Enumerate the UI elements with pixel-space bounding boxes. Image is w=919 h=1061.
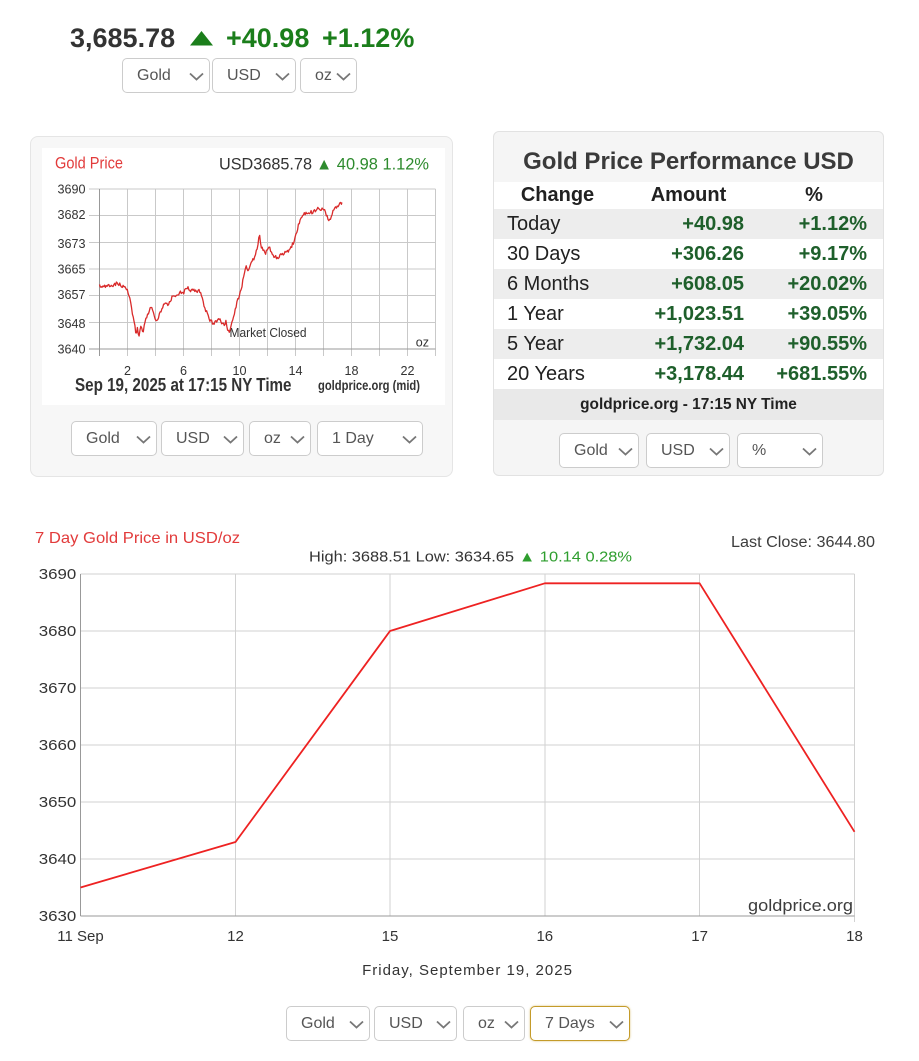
svg-text:3682: 3682: [57, 208, 85, 222]
svg-text:15: 15: [382, 928, 399, 945]
svg-text:3630: 3630: [39, 908, 77, 925]
svg-text:Gold Price: Gold Price: [55, 154, 123, 173]
svg-text:18: 18: [344, 364, 358, 378]
svg-text:3650: 3650: [39, 794, 77, 811]
svg-text:3640: 3640: [39, 851, 77, 868]
svg-text:14: 14: [288, 364, 302, 378]
svg-text:2: 2: [124, 364, 131, 378]
svg-text:High: 3688.51 Low: 3634.65: High: 3688.51 Low: 3634.65: [309, 549, 514, 566]
svg-text:3690: 3690: [57, 183, 85, 197]
svg-text:22: 22: [400, 364, 414, 378]
svg-text:Last Close: 3644.80: Last Close: 3644.80: [731, 534, 875, 551]
svg-text:goldprice.org: goldprice.org: [748, 896, 853, 915]
svg-text:3665: 3665: [57, 263, 85, 277]
svg-text:18: 18: [846, 928, 863, 945]
svg-text:goldprice.org (mid): goldprice.org (mid): [318, 378, 420, 393]
svg-text:3690: 3690: [39, 566, 77, 583]
svg-text:▲ 10.14 0.28%: ▲ 10.14 0.28%: [519, 549, 632, 566]
svg-text:USD3685.78: USD3685.78: [219, 156, 312, 174]
svg-text:3680: 3680: [39, 623, 77, 640]
svg-text:Market Closed: Market Closed: [230, 326, 307, 340]
svg-text:10: 10: [232, 364, 246, 378]
svg-text:6: 6: [180, 364, 187, 378]
svg-text:oz: oz: [416, 336, 429, 350]
svg-text:7 Day Gold Price in USD/oz: 7 Day Gold Price in USD/oz: [35, 530, 240, 547]
svg-text:17: 17: [691, 928, 708, 945]
svg-text:3657: 3657: [57, 288, 85, 302]
svg-text:3660: 3660: [39, 737, 77, 754]
svg-text:3648: 3648: [57, 317, 85, 331]
svg-text:3673: 3673: [57, 237, 85, 251]
svg-text:Sep 19, 2025 at 17:15 NY Time: Sep 19, 2025 at 17:15 NY Time: [75, 374, 292, 395]
svg-text:3670: 3670: [39, 680, 77, 697]
svg-text:3640: 3640: [57, 343, 85, 357]
svg-text:▲ 40.98 1.12%: ▲ 40.98 1.12%: [316, 156, 429, 174]
svg-text:12: 12: [227, 928, 244, 945]
svg-text:11 Sep: 11 Sep: [57, 928, 103, 945]
svg-text:16: 16: [536, 928, 553, 945]
